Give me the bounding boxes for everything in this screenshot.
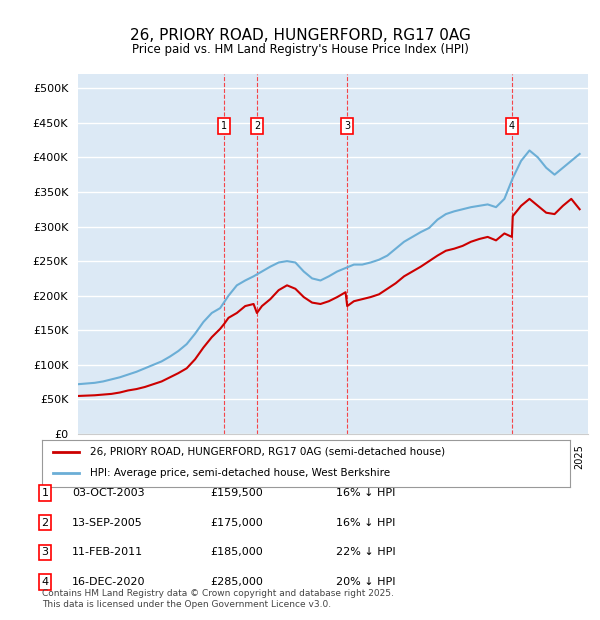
Text: 2: 2 bbox=[41, 518, 49, 528]
Text: Contains HM Land Registry data © Crown copyright and database right 2025.
This d: Contains HM Land Registry data © Crown c… bbox=[42, 590, 394, 609]
Text: 11-FEB-2011: 11-FEB-2011 bbox=[72, 547, 143, 557]
Text: Price paid vs. HM Land Registry's House Price Index (HPI): Price paid vs. HM Land Registry's House … bbox=[131, 43, 469, 56]
Text: 2: 2 bbox=[254, 122, 260, 131]
Text: 1: 1 bbox=[41, 488, 49, 498]
Text: 4: 4 bbox=[41, 577, 49, 587]
Text: 16-DEC-2020: 16-DEC-2020 bbox=[72, 577, 146, 587]
Text: HPI: Average price, semi-detached house, West Berkshire: HPI: Average price, semi-detached house,… bbox=[89, 467, 389, 478]
Text: 4: 4 bbox=[509, 122, 515, 131]
Text: £185,000: £185,000 bbox=[210, 547, 263, 557]
Text: 22% ↓ HPI: 22% ↓ HPI bbox=[336, 547, 395, 557]
Text: 1: 1 bbox=[221, 122, 227, 131]
Text: £175,000: £175,000 bbox=[210, 518, 263, 528]
Text: 16% ↓ HPI: 16% ↓ HPI bbox=[336, 518, 395, 528]
Text: 16% ↓ HPI: 16% ↓ HPI bbox=[336, 488, 395, 498]
Text: 13-SEP-2005: 13-SEP-2005 bbox=[72, 518, 143, 528]
Text: £159,500: £159,500 bbox=[210, 488, 263, 498]
Text: 3: 3 bbox=[41, 547, 49, 557]
Text: 03-OCT-2003: 03-OCT-2003 bbox=[72, 488, 145, 498]
Text: 26, PRIORY ROAD, HUNGERFORD, RG17 0AG: 26, PRIORY ROAD, HUNGERFORD, RG17 0AG bbox=[130, 28, 470, 43]
Text: £285,000: £285,000 bbox=[210, 577, 263, 587]
Text: 26, PRIORY ROAD, HUNGERFORD, RG17 0AG (semi-detached house): 26, PRIORY ROAD, HUNGERFORD, RG17 0AG (s… bbox=[89, 447, 445, 457]
Text: 3: 3 bbox=[344, 122, 350, 131]
Text: 20% ↓ HPI: 20% ↓ HPI bbox=[336, 577, 395, 587]
